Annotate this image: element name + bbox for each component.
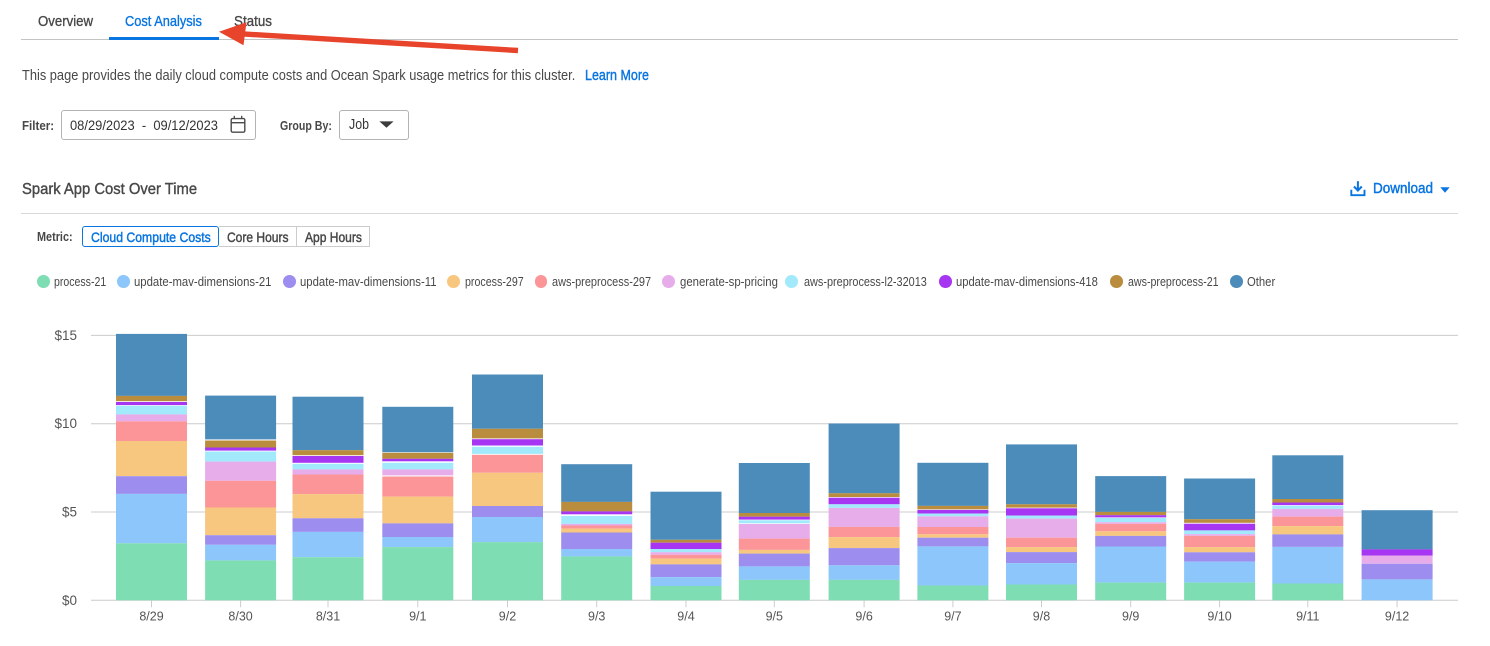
svg-text:9/11: 9/11 xyxy=(1296,610,1319,624)
svg-text:$15: $15 xyxy=(54,328,77,343)
svg-text:9/2: 9/2 xyxy=(499,610,516,624)
svg-text:8/31: 8/31 xyxy=(316,610,340,624)
svg-text:9/7: 9/7 xyxy=(944,610,961,624)
svg-text:9/6: 9/6 xyxy=(855,610,872,624)
svg-text:9/1: 9/1 xyxy=(409,610,426,624)
svg-text:9/8: 9/8 xyxy=(1033,610,1050,624)
svg-text:9/12: 9/12 xyxy=(1385,610,1409,624)
svg-text:9/4: 9/4 xyxy=(677,610,694,624)
svg-text:9/10: 9/10 xyxy=(1207,610,1231,624)
svg-text:9/9: 9/9 xyxy=(1122,610,1139,624)
svg-text:8/29: 8/29 xyxy=(139,610,163,624)
svg-text:8/30: 8/30 xyxy=(228,610,252,624)
svg-text:$5: $5 xyxy=(62,505,77,520)
svg-text:$10: $10 xyxy=(54,416,77,431)
svg-text:9/3: 9/3 xyxy=(588,610,605,624)
svg-text:$0: $0 xyxy=(62,593,77,608)
svg-text:9/5: 9/5 xyxy=(766,610,783,624)
